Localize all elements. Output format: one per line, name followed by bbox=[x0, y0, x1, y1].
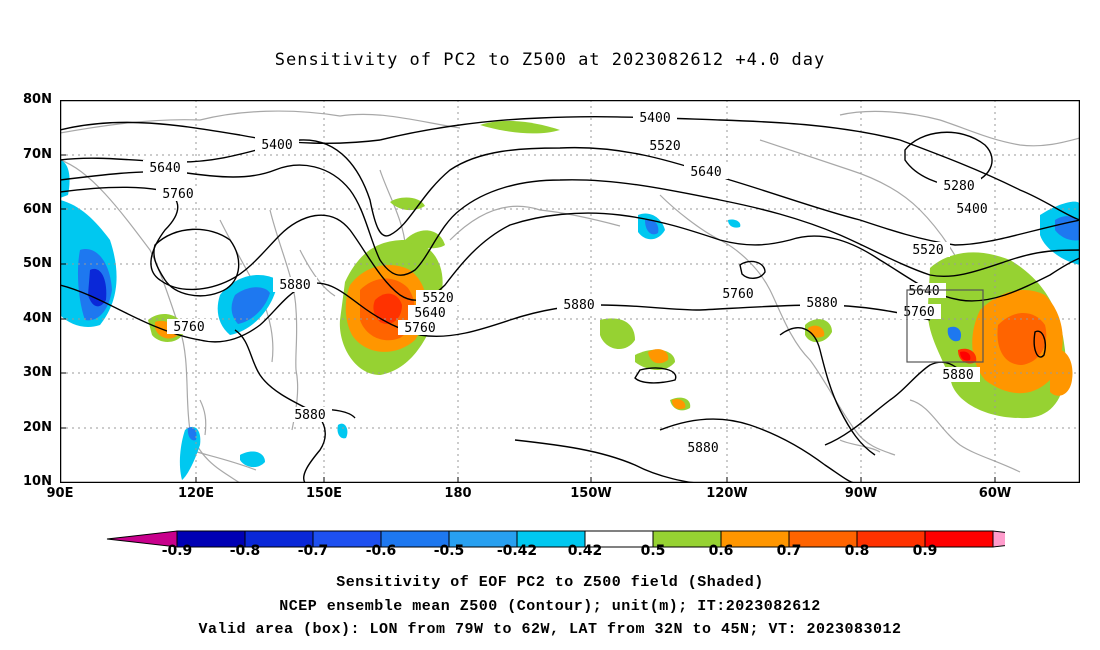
contour-label: 5760 bbox=[156, 186, 200, 202]
lon-label-120w: 120W bbox=[706, 486, 748, 501]
lon-label-180: 180 bbox=[444, 486, 472, 501]
colorbar-label: 0.7 bbox=[776, 543, 802, 559]
lon-label-60w: 60W bbox=[978, 486, 1012, 501]
contour-label: 5520 bbox=[906, 242, 950, 258]
contour-label: 5640 bbox=[143, 160, 187, 176]
svg-text:5760: 5760 bbox=[162, 187, 193, 202]
contour-label: 5760 bbox=[897, 304, 941, 320]
contour-label: 5760 bbox=[398, 320, 442, 336]
svg-text:5880: 5880 bbox=[687, 441, 718, 456]
svg-text:5880: 5880 bbox=[806, 296, 837, 311]
svg-text:5280: 5280 bbox=[943, 179, 974, 194]
contour-label: 5880 bbox=[681, 440, 725, 456]
colorbar-label: 0.6 bbox=[708, 543, 734, 559]
map-frame bbox=[60, 100, 1080, 483]
svg-text:5400: 5400 bbox=[261, 138, 292, 153]
colorbar-label: -0.6 bbox=[365, 543, 397, 559]
graticule bbox=[60, 100, 1080, 483]
contour-label: 5400 bbox=[255, 137, 299, 153]
contour-label: 5880 bbox=[557, 297, 601, 313]
lat-label-40n: 40N bbox=[23, 311, 52, 326]
contour-label: 5280 bbox=[937, 178, 981, 194]
colorbar-label: -0.42 bbox=[496, 543, 538, 559]
contour-label: 5520 bbox=[643, 138, 687, 154]
contour-labels: 5400 5640 5760 5880 5760 5880 5520 5640 … bbox=[143, 110, 994, 456]
contour-label: 5880 bbox=[273, 277, 317, 293]
svg-text:5760: 5760 bbox=[722, 287, 753, 302]
lon-label-90e: 90E bbox=[46, 486, 74, 501]
caption-line-1: Sensitivity of EOF PC2 to Z500 field (Sh… bbox=[336, 574, 764, 591]
lat-label-30n: 30N bbox=[23, 365, 52, 380]
contour-label: 5880 bbox=[288, 407, 332, 423]
colorbar-label: -0.7 bbox=[297, 543, 329, 559]
colorbar-high-end bbox=[992, 530, 1005, 548]
map-title: Sensitivity of PC2 to Z500 at 2023082612… bbox=[274, 50, 826, 70]
contour-label: 5400 bbox=[950, 201, 994, 217]
contour-label: 5760 bbox=[716, 286, 760, 302]
colorbar-label: 0.42 bbox=[567, 543, 603, 559]
caption-line-3: Valid area (box): LON from 79W to 62W, L… bbox=[198, 621, 902, 638]
lat-label-60n: 60N bbox=[23, 202, 52, 217]
contour-label: 5640 bbox=[408, 305, 452, 321]
colorbar bbox=[106, 530, 1005, 548]
colorbar-label: 0.9 bbox=[912, 543, 938, 559]
map-panel: 5400 5640 5760 5880 5760 5880 5520 5640 … bbox=[60, 100, 1080, 483]
lon-label-90w: 90W bbox=[844, 486, 878, 501]
lat-label-50n: 50N bbox=[23, 256, 52, 271]
svg-text:5760: 5760 bbox=[903, 305, 934, 320]
lon-label-150w: 150W bbox=[570, 486, 612, 501]
lat-label-10n: 10N bbox=[23, 474, 52, 489]
contour-label: 5880 bbox=[936, 367, 980, 383]
axis-ticks bbox=[60, 154, 996, 483]
svg-text:5520: 5520 bbox=[912, 243, 943, 258]
contour-label: 5640 bbox=[684, 164, 728, 180]
sensitivity-shading bbox=[60, 120, 1080, 480]
lon-label-150e: 150E bbox=[305, 486, 343, 501]
colorbar-label: -0.9 bbox=[161, 543, 193, 559]
svg-text:5760: 5760 bbox=[173, 320, 204, 335]
lon-label-120e: 120E bbox=[177, 486, 215, 501]
colorbar-label: -0.8 bbox=[229, 543, 261, 559]
svg-text:5520: 5520 bbox=[649, 139, 680, 154]
valid-area-box bbox=[906, 289, 984, 363]
svg-text:5760: 5760 bbox=[404, 321, 435, 336]
lat-label-70n: 70N bbox=[23, 147, 52, 162]
svg-text:5880: 5880 bbox=[942, 368, 973, 383]
svg-text:5880: 5880 bbox=[279, 278, 310, 293]
svg-text:5640: 5640 bbox=[908, 284, 939, 299]
svg-text:5640: 5640 bbox=[414, 306, 445, 321]
svg-text:5520: 5520 bbox=[422, 291, 453, 306]
svg-text:5400: 5400 bbox=[956, 202, 987, 217]
caption-line-2: NCEP ensemble mean Z500 (Contour); unit(… bbox=[279, 598, 821, 615]
svg-text:5400: 5400 bbox=[639, 111, 670, 126]
colorbar-label: 0.8 bbox=[844, 543, 870, 559]
colorbar-label: 0.5 bbox=[640, 543, 666, 559]
contour-label: 5880 bbox=[800, 295, 844, 311]
colorbar-label: -0.5 bbox=[433, 543, 465, 559]
svg-text:5880: 5880 bbox=[294, 408, 325, 423]
contour-label: 5400 bbox=[633, 110, 677, 126]
svg-text:5880: 5880 bbox=[563, 298, 594, 313]
contour-label: 5520 bbox=[416, 290, 460, 306]
lat-label-80n: 80N bbox=[23, 92, 52, 107]
svg-text:5640: 5640 bbox=[690, 165, 721, 180]
contour-label: 5640 bbox=[902, 283, 946, 299]
lat-label-20n: 20N bbox=[23, 420, 52, 435]
svg-text:5640: 5640 bbox=[149, 161, 180, 176]
contour-label: 5760 bbox=[167, 319, 211, 335]
